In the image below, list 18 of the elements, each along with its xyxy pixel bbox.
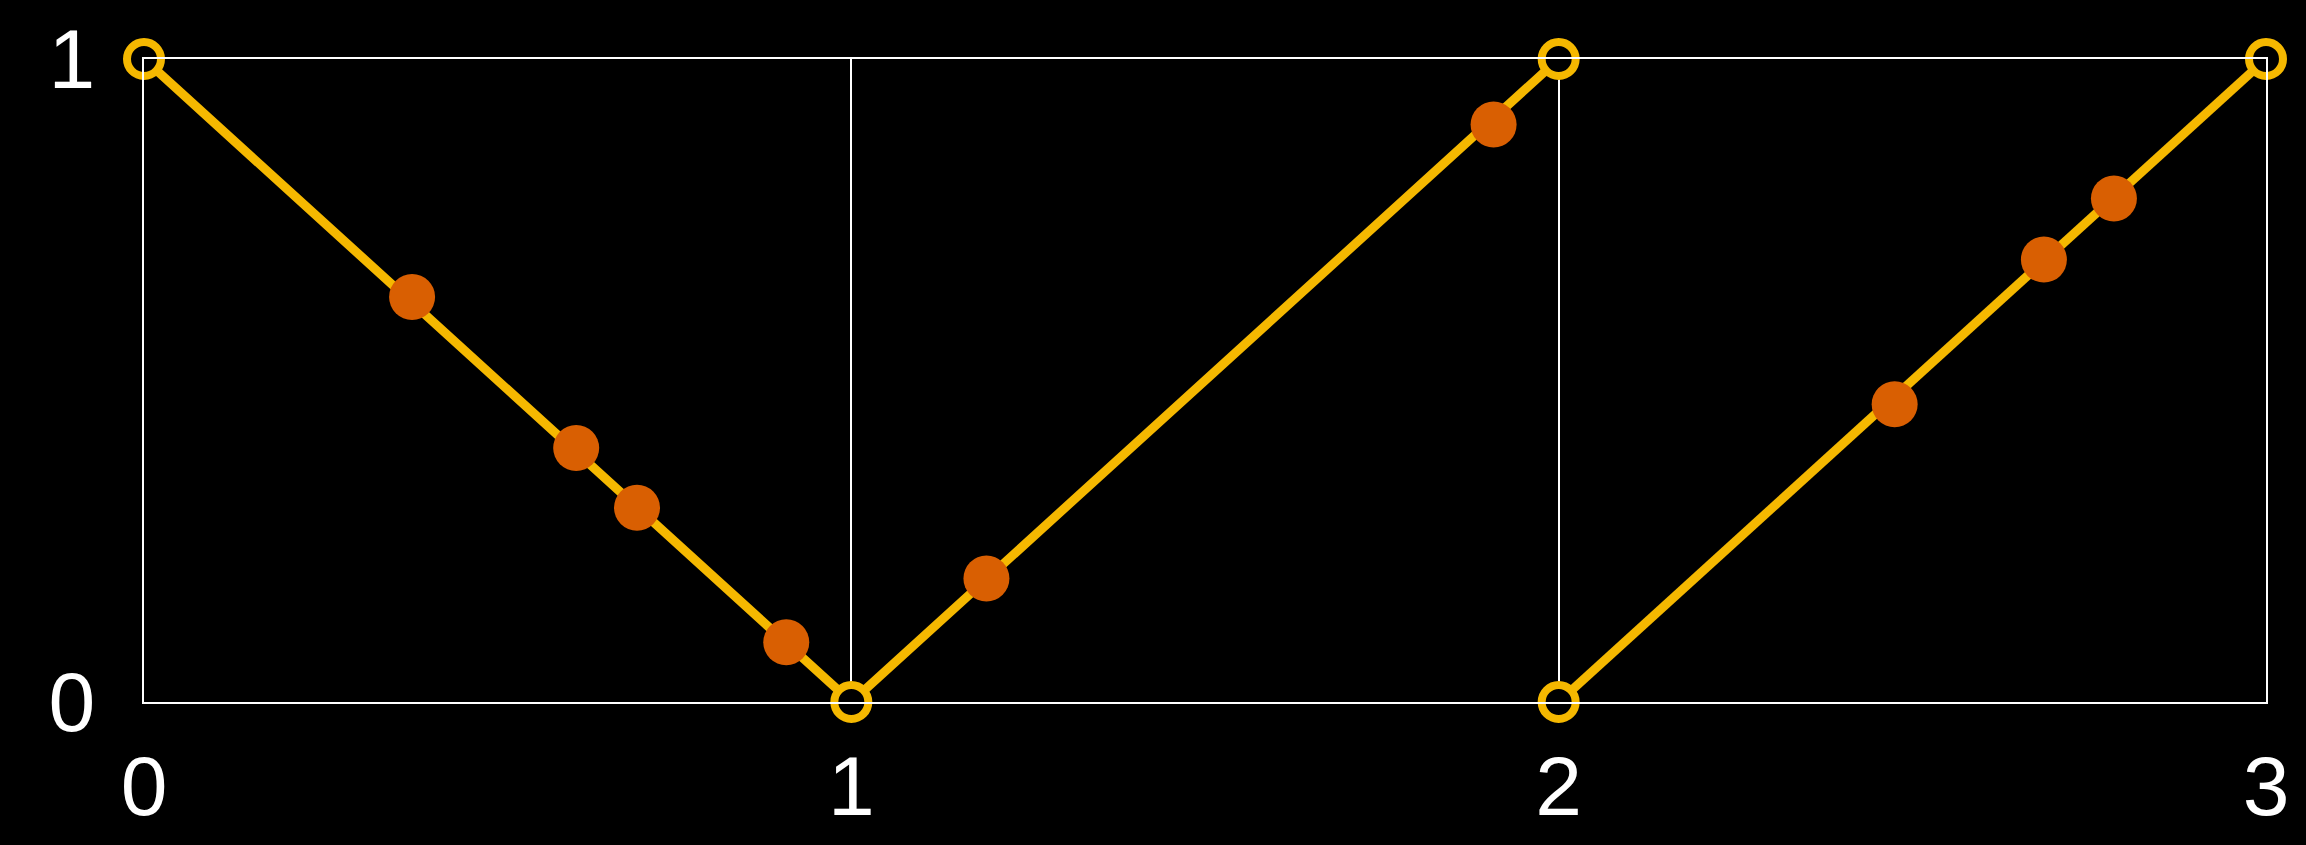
point: [123, 38, 165, 80]
point: [614, 484, 661, 531]
point: [2245, 38, 2287, 80]
point: [1470, 101, 1517, 148]
point: [830, 681, 873, 723]
point: [389, 273, 436, 320]
x-tick-label: 3: [2242, 738, 2290, 833]
x-tick-label: 2: [1535, 738, 1583, 833]
point: [2020, 236, 2067, 283]
point: [1871, 381, 1918, 428]
point: [963, 555, 1010, 602]
point: [1537, 38, 1580, 80]
point: [763, 619, 810, 666]
point: [1537, 681, 1580, 723]
point: [553, 425, 600, 471]
point: [2090, 175, 2137, 222]
x-tick-label: 1: [827, 738, 875, 833]
x-tick-label: 0: [120, 738, 168, 833]
